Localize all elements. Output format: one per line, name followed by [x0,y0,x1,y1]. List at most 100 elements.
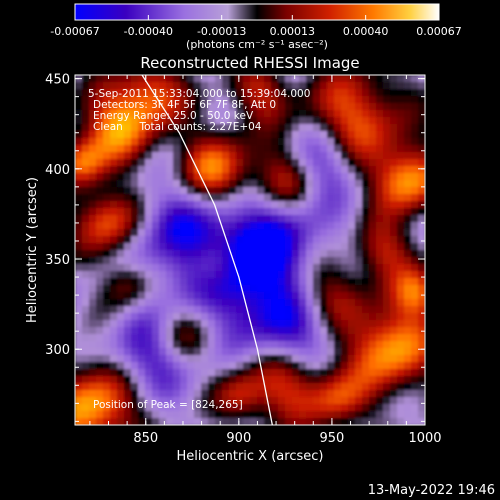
heatmap-cell [348,320,356,328]
heatmap-cell [229,117,237,125]
heatmap-cell [131,397,139,405]
y-tick-label: 350 [45,253,70,268]
heatmap-cell [103,376,111,384]
heatmap-cell [320,397,328,405]
heatmap-cell [145,138,153,146]
heatmap-cell [187,320,195,328]
heatmap-cell [327,222,335,230]
heatmap-cell [194,327,202,335]
heatmap-cell [299,292,307,300]
heatmap-cell [418,292,425,300]
heatmap-cell [320,159,328,167]
heatmap-cell [355,208,363,216]
heatmap-cell [292,131,300,139]
heatmap-cell [243,166,251,174]
heatmap-cell [404,117,412,125]
heatmap-cell [236,250,244,258]
heatmap-cell [117,152,125,160]
heatmap-cell [348,369,356,377]
heatmap-cell [145,187,153,195]
heatmap-cell [306,285,314,293]
heatmap-cell [82,299,90,307]
heatmap-cell [236,355,244,363]
heatmap-cell [264,390,272,398]
heatmap-cell [229,208,237,216]
heatmap-cell [236,418,244,425]
heatmap-cell [243,292,251,300]
heatmap-cell [82,89,90,97]
heatmap-cell [376,194,384,202]
heatmap-cell [334,348,342,356]
heatmap-cell [418,250,425,258]
heatmap-cell [257,201,265,209]
heatmap-cell [243,334,251,342]
heatmap-cell [299,404,307,412]
heatmap-cell [334,411,342,419]
heatmap-cell [89,215,97,223]
heatmap-cell [299,187,307,195]
heatmap-cell [96,215,104,223]
heatmap-cell [166,285,174,293]
heatmap-cell [292,292,300,300]
heatmap-cell [369,229,377,237]
heatmap-cell [194,180,202,188]
heatmap-cell [369,131,377,139]
heatmap-cell [250,390,258,398]
heatmap-cell [138,194,146,202]
heatmap-cell [131,229,139,237]
heatmap-cell [138,208,146,216]
heatmap-cell [250,222,258,230]
heatmap-cell [390,313,398,321]
heatmap-cell [75,404,83,412]
heatmap-cell [278,271,286,279]
heatmap-cell [383,138,391,146]
heatmap-cell [194,348,202,356]
heatmap-cell [187,159,195,167]
heatmap-cell [103,110,111,118]
heatmap-cell [397,299,405,307]
heatmap-cell [348,348,356,356]
heatmap-cell [138,334,146,342]
heatmap-cell [285,292,293,300]
heatmap-cell [82,292,90,300]
heatmap-cell [285,187,293,195]
heatmap-cell [82,208,90,216]
heatmap-cell [236,236,244,244]
heatmap-cell [264,201,272,209]
heatmap-cell [201,327,209,335]
heatmap-cell [376,299,384,307]
heatmap-cell [110,348,118,356]
heatmap-cell [145,390,153,398]
heatmap-cell [229,264,237,272]
heatmap-cell [376,278,384,286]
heatmap-cell [390,257,398,265]
heatmap-cell [418,369,425,377]
heatmap-cell [222,313,230,321]
heatmap-cell [292,299,300,307]
heatmap-cell [390,152,398,160]
heatmap-cell [306,341,314,349]
heatmap-cell [348,159,356,167]
heatmap-cell [334,285,342,293]
heatmap-cell [236,201,244,209]
heatmap-cell [82,194,90,202]
heatmap-cell [334,397,342,405]
heatmap-cell [390,82,398,90]
heatmap-cell [89,117,97,125]
heatmap-cell [208,257,216,265]
heatmap-cell [124,201,132,209]
heatmap-cell [187,243,195,251]
heatmap-cell [292,236,300,244]
heatmap-cell [131,250,139,258]
heatmap-cell [362,215,370,223]
heatmap-cell [306,369,314,377]
heatmap-cell [362,362,370,370]
heatmap-cell [278,152,286,160]
heatmap-cell [341,306,349,314]
heatmap-cell [96,376,104,384]
heatmap-cell [166,243,174,251]
heatmap-cell [208,110,216,118]
heatmap-cell [411,376,419,384]
colorbar-tick-label: -0.00013 [197,25,246,38]
heatmap-cell [327,229,335,237]
